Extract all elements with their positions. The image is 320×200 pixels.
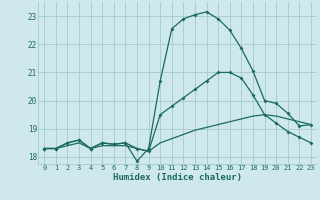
X-axis label: Humidex (Indice chaleur): Humidex (Indice chaleur) bbox=[113, 173, 242, 182]
